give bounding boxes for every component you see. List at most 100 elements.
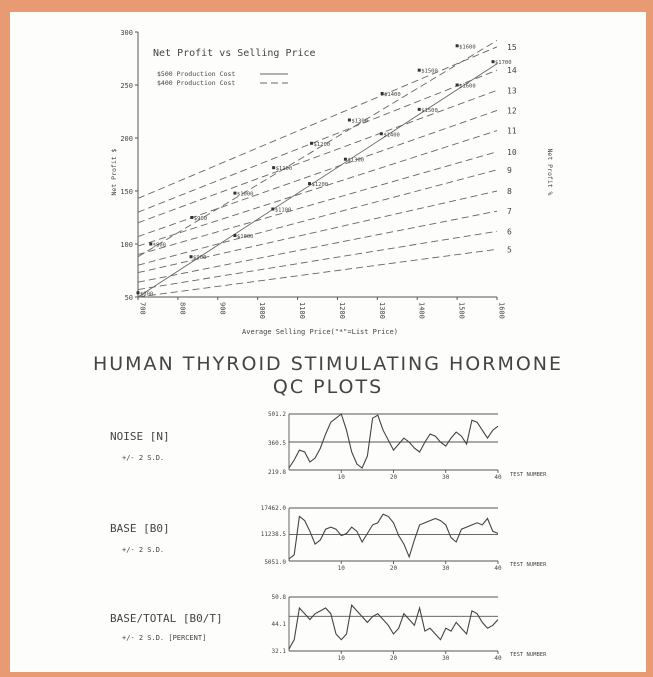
percent-line (137, 130, 498, 247)
point-label: $1500 (421, 69, 438, 75)
noise-title: NOISE [N] (110, 430, 170, 443)
series-line (137, 63, 498, 298)
percent-line (137, 230, 498, 291)
data-point (417, 68, 421, 72)
data-point (347, 118, 351, 122)
y-tick-label: 300 (120, 29, 133, 37)
base-plot (288, 507, 499, 562)
x-tick-label: 40 (494, 655, 502, 662)
noise-subtitle: +/- 2 S.D. (122, 454, 164, 462)
base-total-title: BASE/TOTAL [B0/T] (110, 612, 223, 625)
point-label: $1100 (275, 208, 292, 214)
x-tick-label: 900 (218, 302, 226, 315)
base-x-label: TEST NUMBER (510, 562, 547, 568)
x-tick-label: 30 (442, 655, 450, 662)
x-tick-label: 700 (139, 302, 147, 315)
percent-line (137, 210, 498, 283)
base-qc-panel: BASE [B0] +/- 2 S.D. 17462.0 11238.5 505… (110, 505, 547, 572)
base-total-x-label: TEST NUMBER (510, 652, 547, 658)
point-label: $800 (140, 291, 153, 297)
right-tick-label: 7 (507, 207, 512, 216)
right-tick-label: 5 (507, 245, 512, 254)
point-label: $1000 (237, 192, 254, 198)
y-tick-label: 100 (120, 241, 133, 249)
base-total-upper-limit: 50.8 (272, 594, 287, 601)
data-point (310, 141, 314, 145)
noise-lower-limit: 219.8 (268, 469, 286, 476)
x-tick-label: 1000 (258, 302, 266, 319)
x-tick-label: 40 (494, 565, 502, 572)
data-point (136, 291, 140, 295)
right-axis-label: Net Profit % (546, 149, 554, 196)
x-tick-label: 1300 (378, 302, 386, 319)
qc-series-line (288, 513, 499, 560)
data-point (417, 107, 421, 111)
point-label: $1100 (276, 166, 293, 172)
percent-line (137, 190, 498, 274)
percent-line (137, 248, 498, 298)
data-point (189, 255, 193, 259)
right-tick-label: 14 (507, 66, 517, 75)
x-ticks: 700 800 900 1000 1100 1200 1300 1400 1500 1600 (137, 297, 506, 319)
y-axis-label: Net Profit $ (110, 148, 118, 195)
base-lower-limit: 5051.0 (264, 559, 286, 566)
x-tick-label: 20 (390, 655, 398, 662)
data-point (271, 207, 275, 211)
base-total-plot (288, 596, 499, 652)
x-tick-label: 1600 (498, 302, 506, 319)
data-point (149, 242, 153, 246)
data-point (233, 191, 237, 195)
right-tick-label: 9 (507, 166, 512, 175)
point-label: $1400 (384, 92, 401, 98)
right-ticks: 5 6 7 8 9 10 11 12 13 14 15 (507, 43, 517, 254)
data-point (491, 60, 495, 64)
point-label: $1400 (383, 132, 400, 138)
right-tick-label: 15 (507, 43, 517, 52)
percent-line (137, 169, 498, 266)
data-point (379, 132, 383, 136)
series-lines (137, 40, 498, 298)
base-subtitle: +/- 2 S.D. (122, 546, 164, 554)
percent-line (137, 110, 498, 238)
legend-entry-solid: $500 Production Cost (157, 70, 235, 78)
figure-canvas: $800 $900 $1000 $1100 $1200 $1300 $1400 $1500 $1… (93, 29, 561, 662)
data-point (272, 166, 276, 170)
point-label: $1000 (237, 234, 254, 240)
data-point (455, 83, 459, 87)
x-tick-label: 30 (442, 565, 450, 572)
noise-x-label: TEST NUMBER (510, 472, 547, 478)
data-points: $800 $900 $1000 $1100 $1200 $1300 $1400 $1500 $1… (136, 44, 512, 297)
point-label: $1700 (495, 60, 512, 66)
data-point (190, 216, 194, 219)
base-total-subtitle: +/- 2 S.D. [PERCENT] (122, 634, 206, 642)
percent-line (137, 89, 498, 224)
base-center-value: 11238.5 (261, 531, 287, 538)
right-tick-label: 6 (507, 227, 512, 236)
qc-series-line (288, 603, 499, 650)
noise-center-value: 360.5 (268, 440, 286, 447)
percent-line (137, 69, 498, 213)
point-label: $1200 (312, 182, 329, 188)
right-tick-label: 12 (507, 106, 517, 115)
x-axis-label: Average Selling Price("*"=List Price) (242, 328, 398, 336)
percent-line (137, 46, 498, 199)
data-point (308, 182, 312, 186)
data-point (343, 157, 347, 161)
series-line (137, 40, 498, 258)
legend-entry-dashed: $400 Production Cost (157, 79, 235, 87)
x-tick-label: 40 (494, 474, 502, 481)
percent-line (137, 151, 498, 256)
noise-plot (288, 413, 499, 471)
point-label: $1600 (459, 44, 476, 50)
point-label: $1300 (351, 118, 368, 124)
base-x-ticks: 10 20 30 40 (338, 561, 502, 572)
base-total-x-ticks: 10 20 30 40 (338, 651, 502, 662)
x-tick-label: 30 (442, 474, 450, 481)
percent-lines (137, 46, 498, 298)
noise-upper-limit: 501.2 (268, 411, 286, 418)
point-label: $800 (153, 243, 166, 249)
data-point (455, 44, 459, 48)
x-tick-label: 10 (338, 565, 346, 572)
x-tick-label: 1400 (418, 302, 426, 319)
right-tick-label: 10 (507, 148, 517, 157)
